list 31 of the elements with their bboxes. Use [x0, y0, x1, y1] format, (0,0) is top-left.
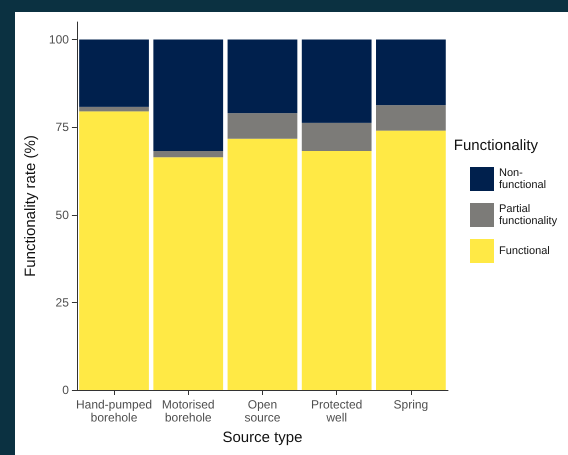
legend-label: Functional — [499, 245, 550, 257]
y-tick-label: 75 — [56, 120, 70, 134]
bar — [153, 150, 224, 158]
y-tick-label: 100 — [48, 32, 70, 47]
bar — [302, 40, 372, 123]
x-tick-label: Open source — [244, 398, 281, 424]
x-tick-label: Hand-pumped borehole — [76, 398, 152, 424]
bar — [376, 40, 446, 106]
y-tick-label: 50 — [56, 208, 70, 222]
bar — [79, 106, 149, 112]
y-axis-title: Functionality rate (%) — [22, 135, 39, 277]
x-axis-title: Source type — [222, 429, 302, 446]
bar — [302, 150, 372, 390]
bar — [302, 122, 372, 151]
legend-title: Functionality — [454, 137, 538, 154]
bar — [228, 138, 298, 390]
bar — [228, 113, 298, 139]
bar — [376, 130, 446, 390]
x-tick-label: Spring — [394, 398, 428, 412]
legend-label: Partial functionality — [499, 203, 558, 227]
y-tick-label: 0 — [62, 383, 70, 397]
y-tick-label: 25 — [56, 295, 70, 310]
bar — [153, 40, 224, 151]
x-tick-label: Motorised borehole — [162, 398, 215, 424]
bar — [79, 111, 149, 390]
x-tick-label: Protected well — [310, 398, 362, 424]
bar — [376, 105, 446, 131]
bar — [79, 40, 149, 107]
bar — [153, 157, 224, 390]
legend-label: Non- functional — [499, 167, 546, 191]
bar — [228, 40, 298, 114]
